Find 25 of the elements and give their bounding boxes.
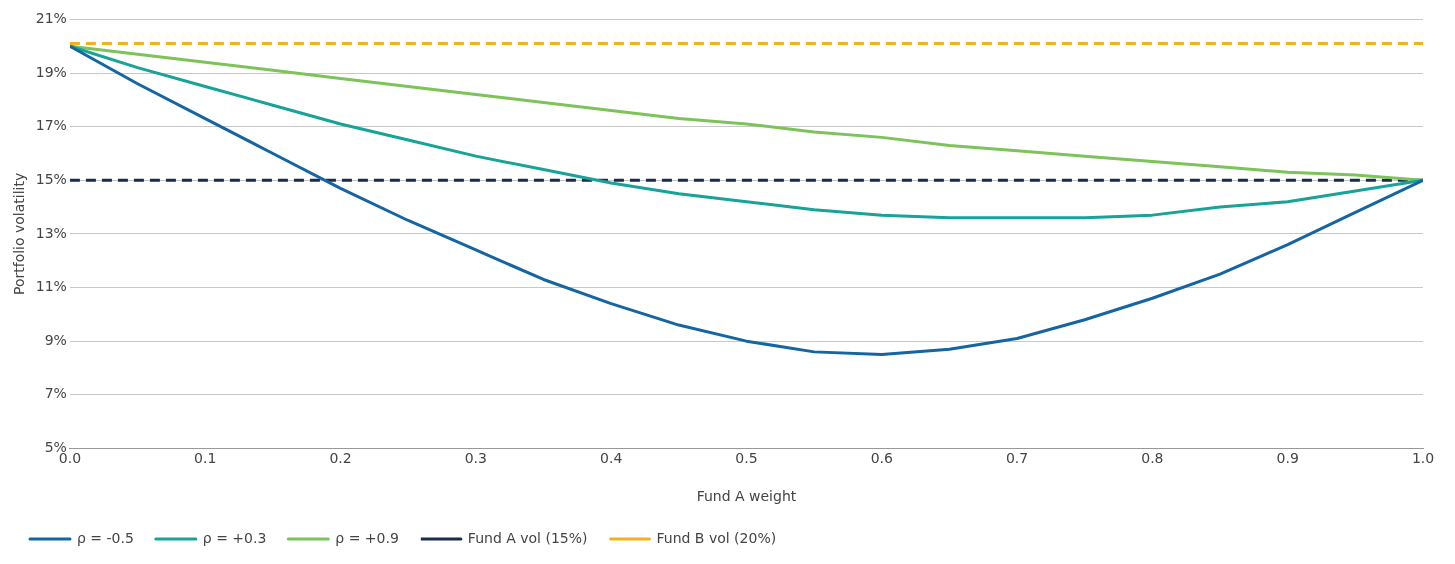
legend-label: ρ = +0.3 [202, 529, 267, 546]
x-tick-label: 0.8 [1141, 450, 1164, 467]
x-tick-label: 0.4 [600, 450, 623, 467]
legend-label: Fund A vol (15%) [467, 529, 588, 546]
legend-label: Fund B vol (20%) [656, 529, 777, 546]
x-tick-label: 0.3 [464, 450, 487, 467]
y-tick-label: 17% [35, 117, 67, 134]
y-axis-title: Portfolio volatility [11, 172, 28, 296]
y-tick-label: 15% [35, 170, 67, 187]
y-tick-label: 11% [35, 278, 67, 295]
x-tick-label: 0.5 [735, 450, 758, 467]
y-tick-label: 9% [44, 331, 67, 348]
legend-label: ρ = +0.9 [335, 529, 399, 546]
y-tick-label: 19% [35, 63, 67, 80]
legend-label: ρ = -0.5 [77, 529, 134, 546]
x-tick-label: 0.1 [194, 450, 217, 467]
y-tick-label: 13% [35, 224, 67, 241]
x-tick-label: 0.9 [1276, 450, 1299, 467]
x-tick-label: 0.6 [870, 450, 893, 467]
x-tick-label: 0.7 [1005, 450, 1029, 467]
y-tick-label: 7% [44, 385, 67, 402]
x-tick-label: 0.2 [329, 450, 352, 467]
x-axis-title: Fund A weight [696, 488, 797, 505]
y-tick-label: 21% [35, 10, 67, 27]
x-tick-label: 1.0 [1411, 450, 1435, 467]
